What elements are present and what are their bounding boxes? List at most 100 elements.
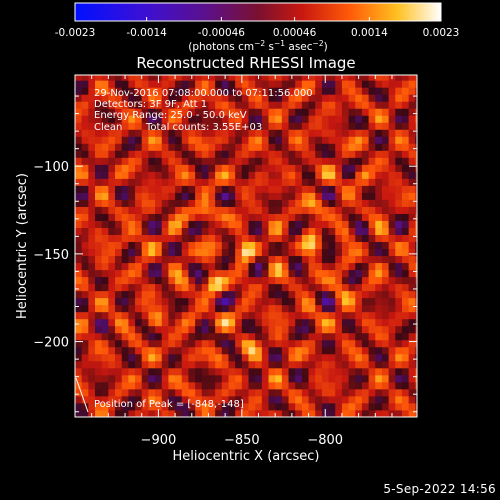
heatmap-cell [221, 213, 229, 221]
heatmap-cell [288, 150, 296, 158]
heatmap-cell [81, 150, 89, 158]
heatmap-cell [261, 276, 269, 285]
heatmap-cell [108, 143, 116, 151]
heatmap-cell [88, 87, 96, 95]
heatmap-cell [275, 381, 283, 390]
heatmap-cell [221, 143, 229, 151]
heatmap-cell [348, 101, 356, 109]
heatmap-cell [388, 318, 396, 327]
heatmap-cell [155, 255, 163, 264]
heatmap-cell [121, 80, 129, 88]
heatmap-cell [188, 262, 196, 271]
heatmap-cell [308, 206, 316, 214]
heatmap-cell [221, 297, 229, 306]
heatmap-cell [108, 297, 116, 306]
heatmap-cell [128, 290, 136, 299]
heatmap-cell [95, 171, 103, 179]
heatmap-cell [201, 395, 209, 404]
heatmap-cell [268, 248, 276, 257]
heatmap-cell [148, 150, 156, 158]
heatmap-cell [388, 332, 396, 341]
heatmap-cell [388, 157, 396, 165]
heatmap-cell [355, 178, 363, 186]
heatmap-cell [108, 75, 116, 81]
heatmap-cell [175, 220, 183, 228]
heatmap-cell [281, 318, 289, 327]
heatmap-cell [341, 136, 349, 144]
heatmap-cell [288, 185, 296, 193]
heatmap-cell [388, 143, 396, 151]
heatmap-cell [155, 276, 163, 285]
heatmap-cell [408, 269, 416, 278]
heatmap-cell [208, 381, 216, 390]
heatmap-cell [335, 262, 343, 271]
heatmap-cell [128, 171, 136, 179]
heatmap-cell [155, 346, 163, 355]
heatmap-cell [108, 199, 116, 207]
heatmap-cell [135, 374, 143, 383]
heatmap-cell [181, 248, 189, 257]
heatmap-cell [348, 206, 356, 214]
heatmap-cell [195, 115, 203, 123]
heatmap-cell [88, 157, 96, 165]
heatmap-cell [381, 353, 390, 362]
heatmap-cell [355, 262, 363, 271]
heatmap-cell [128, 143, 136, 151]
heatmap-cell [235, 311, 243, 320]
heatmap-cell [388, 395, 396, 404]
heatmap-cell [115, 213, 123, 221]
heatmap-cell [188, 241, 196, 250]
heatmap-cell [295, 241, 303, 250]
heatmap-cell [121, 311, 129, 320]
heatmap-cell [268, 402, 276, 411]
heatmap-cell [115, 129, 123, 137]
heatmap-cell [295, 213, 303, 221]
heatmap-cell [95, 178, 103, 186]
heatmap-cell [155, 388, 163, 397]
heatmap-cell [341, 213, 349, 221]
heatmap-cell [235, 75, 243, 81]
heatmap-cell [368, 220, 376, 228]
heatmap-cell [175, 255, 183, 264]
heatmap-cell [201, 367, 209, 376]
heatmap-cell [75, 388, 83, 397]
heatmap-cell [248, 318, 256, 327]
heatmap-cell [395, 311, 403, 320]
heatmap-cell [308, 220, 316, 228]
heatmap-cell [361, 108, 370, 116]
heatmap-cell [281, 332, 289, 341]
heatmap-cell [295, 87, 303, 95]
heatmap-cell [288, 255, 296, 264]
heatmap-cell [235, 80, 243, 88]
heatmap-cell [395, 227, 403, 235]
heatmap-cell [341, 360, 349, 369]
heatmap-cell [135, 290, 143, 299]
heatmap-cell [341, 115, 349, 123]
heatmap-cell [308, 339, 316, 348]
heatmap-cell [321, 122, 329, 130]
heatmap-cell [415, 108, 417, 116]
heatmap-cell [181, 325, 189, 334]
heatmap-cell [221, 395, 229, 404]
heatmap-cell [241, 178, 249, 186]
heatmap-cell [115, 171, 123, 179]
heatmap-cell [248, 311, 256, 320]
heatmap-cell [201, 220, 209, 228]
heatmap-cell [168, 129, 176, 137]
heatmap-cell [375, 269, 383, 278]
heatmap-cell [355, 129, 363, 137]
heatmap-cell [221, 241, 229, 250]
heatmap-cell [188, 94, 196, 102]
heatmap-cell [75, 94, 83, 102]
heatmap-cell [328, 360, 336, 369]
heatmap-cell [415, 339, 417, 348]
heatmap-cell [135, 213, 143, 221]
heatmap-cell [128, 395, 136, 404]
heatmap-cell [115, 136, 123, 144]
heatmap-cell [308, 122, 316, 130]
heatmap-cell [128, 304, 136, 313]
heatmap-cell [381, 311, 390, 320]
heatmap-cell [288, 248, 296, 257]
heatmap-cell [348, 108, 356, 116]
heatmap-cell [168, 269, 176, 278]
